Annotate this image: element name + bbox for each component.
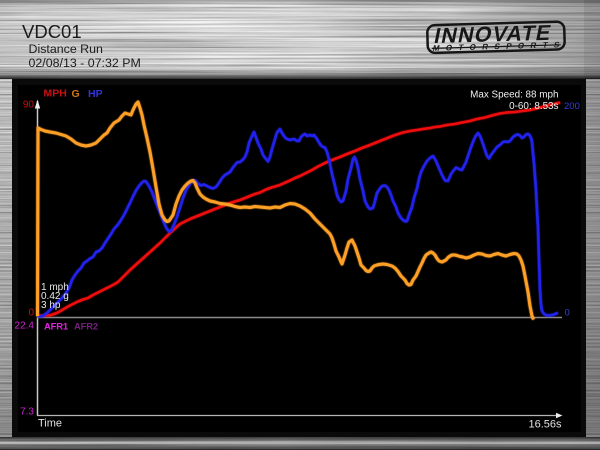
svg-text:3 hp: 3 hp: [41, 300, 61, 311]
svg-text:7.3: 7.3: [20, 407, 34, 418]
svg-text:22.4: 22.4: [15, 321, 35, 332]
svg-text:90: 90: [23, 100, 35, 111]
svg-text:0-60: 8.53s: 0-60: 8.53s: [509, 101, 558, 112]
svg-text:HP: HP: [88, 88, 103, 100]
svg-text:0: 0: [565, 308, 570, 319]
svg-text:MOTORSPORTS: MOTORSPORTS: [432, 40, 564, 53]
svg-text:0.42 g: 0.42 g: [41, 291, 69, 302]
svg-text:0: 0: [28, 308, 34, 319]
svg-text:1 mph: 1 mph: [41, 282, 69, 293]
svg-text:Max Speed: 88 mph: Max Speed: 88 mph: [470, 90, 558, 101]
svg-text:Time: Time: [38, 418, 62, 430]
svg-text:AFR2: AFR2: [74, 322, 98, 333]
svg-text:G: G: [72, 88, 80, 100]
svg-text:16.56s: 16.56s: [528, 419, 562, 431]
svg-text:200: 200: [564, 101, 580, 112]
svg-text:MPH: MPH: [44, 88, 67, 100]
svg-text:INNOVATE: INNOVATE: [432, 20, 553, 48]
svg-text:AFR1: AFR1: [44, 322, 69, 333]
